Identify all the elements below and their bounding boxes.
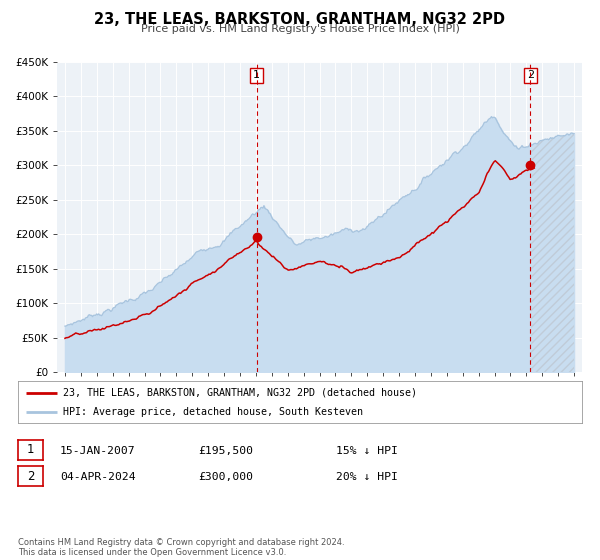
Text: 23, THE LEAS, BARKSTON, GRANTHAM, NG32 2PD (detached house): 23, THE LEAS, BARKSTON, GRANTHAM, NG32 2… bbox=[63, 388, 417, 398]
Text: 2: 2 bbox=[27, 469, 34, 483]
Text: HPI: Average price, detached house, South Kesteven: HPI: Average price, detached house, Sout… bbox=[63, 407, 363, 417]
Text: Contains HM Land Registry data © Crown copyright and database right 2024.
This d: Contains HM Land Registry data © Crown c… bbox=[18, 538, 344, 557]
Text: 20% ↓ HPI: 20% ↓ HPI bbox=[336, 472, 398, 482]
Text: Price paid vs. HM Land Registry's House Price Index (HPI): Price paid vs. HM Land Registry's House … bbox=[140, 24, 460, 34]
Text: 1: 1 bbox=[253, 71, 260, 81]
Text: 15% ↓ HPI: 15% ↓ HPI bbox=[336, 446, 398, 456]
Text: £300,000: £300,000 bbox=[198, 472, 253, 482]
Text: 2: 2 bbox=[527, 71, 534, 81]
Text: 04-APR-2024: 04-APR-2024 bbox=[60, 472, 136, 482]
Text: 15-JAN-2007: 15-JAN-2007 bbox=[60, 446, 136, 456]
Text: 1: 1 bbox=[27, 443, 34, 456]
Text: £195,500: £195,500 bbox=[198, 446, 253, 456]
Text: 23, THE LEAS, BARKSTON, GRANTHAM, NG32 2PD: 23, THE LEAS, BARKSTON, GRANTHAM, NG32 2… bbox=[95, 12, 505, 27]
